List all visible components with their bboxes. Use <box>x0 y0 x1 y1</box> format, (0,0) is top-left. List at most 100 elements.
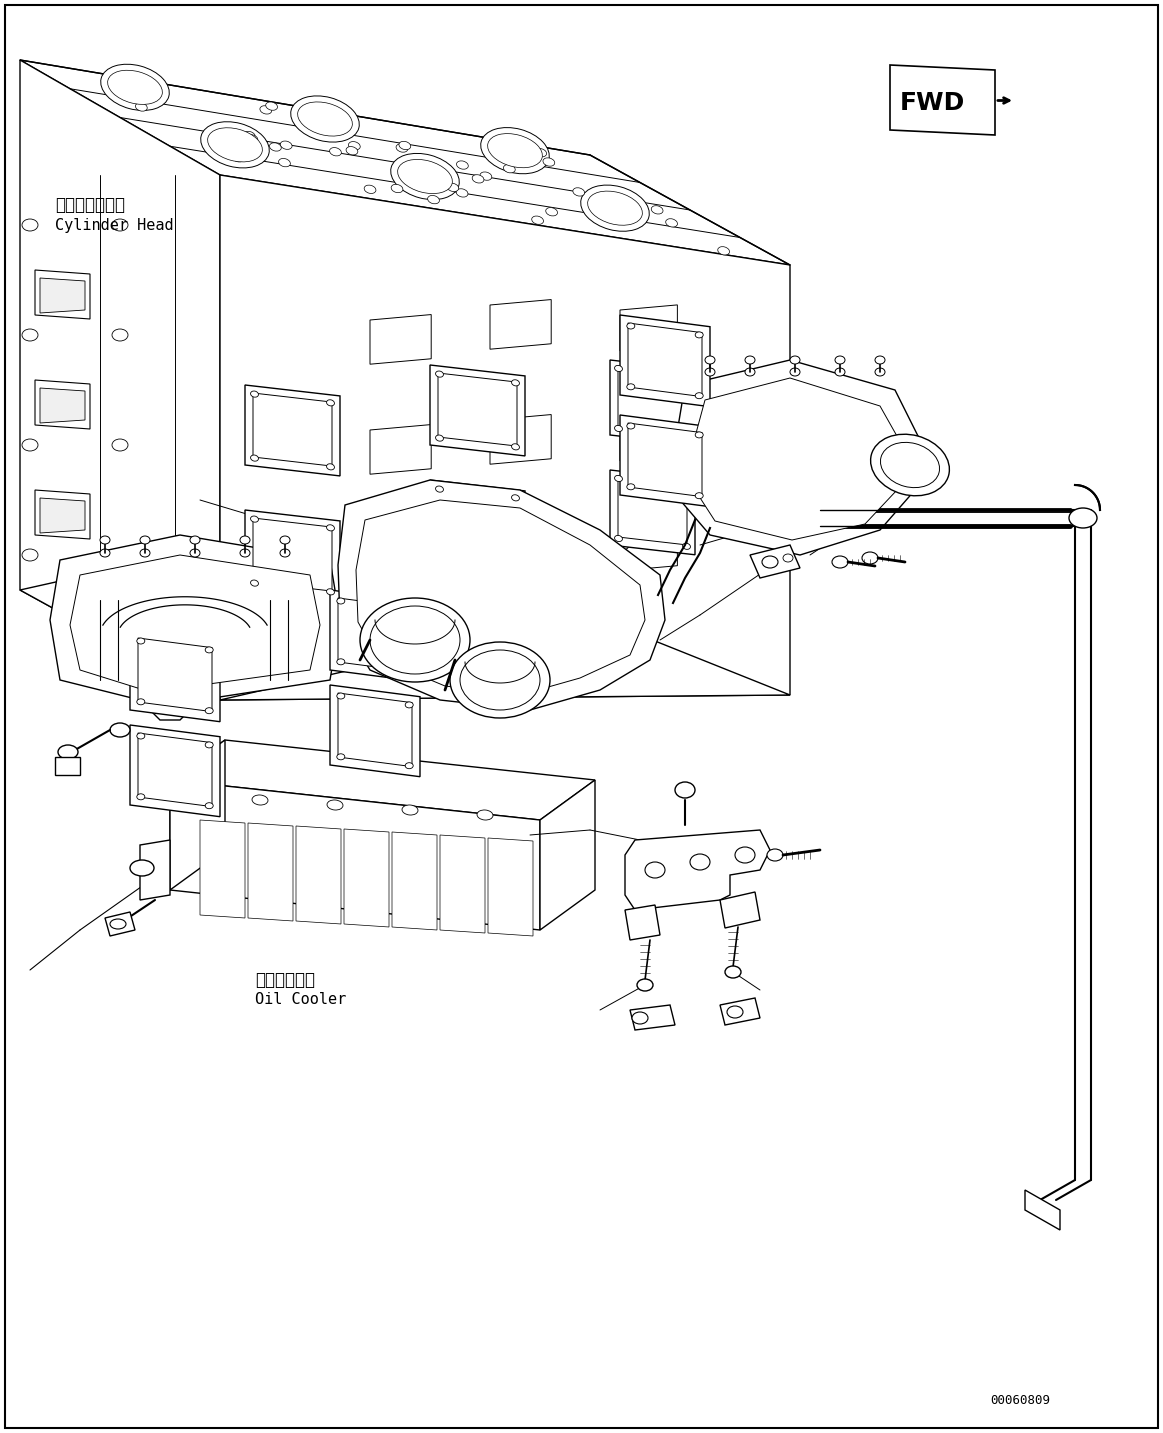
Ellipse shape <box>543 158 555 166</box>
Polygon shape <box>890 64 996 135</box>
Ellipse shape <box>436 371 443 377</box>
Ellipse shape <box>472 175 484 183</box>
Polygon shape <box>438 489 518 562</box>
Ellipse shape <box>832 556 848 567</box>
Ellipse shape <box>137 638 145 643</box>
Ellipse shape <box>361 598 470 682</box>
Ellipse shape <box>270 143 281 150</box>
Ellipse shape <box>436 550 443 556</box>
Polygon shape <box>35 269 90 320</box>
Ellipse shape <box>428 195 440 203</box>
Polygon shape <box>625 830 770 910</box>
Ellipse shape <box>695 431 704 438</box>
Polygon shape <box>20 504 590 699</box>
Ellipse shape <box>205 742 213 748</box>
Polygon shape <box>720 997 759 1025</box>
Ellipse shape <box>835 355 846 364</box>
Ellipse shape <box>405 608 413 613</box>
Polygon shape <box>490 414 551 464</box>
Ellipse shape <box>112 219 128 231</box>
Ellipse shape <box>327 800 343 810</box>
Ellipse shape <box>399 142 411 149</box>
Polygon shape <box>248 823 293 921</box>
Polygon shape <box>245 385 340 476</box>
Ellipse shape <box>280 536 290 545</box>
Ellipse shape <box>436 436 443 441</box>
Ellipse shape <box>327 464 335 470</box>
Ellipse shape <box>637 979 652 992</box>
Polygon shape <box>490 299 551 350</box>
Polygon shape <box>170 739 595 820</box>
Ellipse shape <box>391 185 402 192</box>
Polygon shape <box>628 322 702 397</box>
Polygon shape <box>138 734 212 807</box>
Ellipse shape <box>862 552 878 565</box>
Ellipse shape <box>208 128 263 162</box>
Ellipse shape <box>100 549 110 557</box>
Polygon shape <box>170 739 224 890</box>
Ellipse shape <box>614 365 622 371</box>
Polygon shape <box>625 906 659 940</box>
Ellipse shape <box>512 444 520 450</box>
Ellipse shape <box>22 549 38 560</box>
Polygon shape <box>330 685 420 777</box>
Ellipse shape <box>580 185 649 231</box>
Ellipse shape <box>205 646 213 653</box>
Ellipse shape <box>735 847 755 863</box>
Ellipse shape <box>835 368 846 375</box>
Ellipse shape <box>480 128 549 173</box>
Ellipse shape <box>327 400 335 406</box>
Ellipse shape <box>252 795 267 805</box>
Ellipse shape <box>614 426 622 431</box>
Polygon shape <box>620 315 709 407</box>
Polygon shape <box>438 373 518 446</box>
Ellipse shape <box>135 103 148 112</box>
Ellipse shape <box>243 132 255 139</box>
Polygon shape <box>170 780 540 930</box>
Ellipse shape <box>22 330 38 341</box>
Ellipse shape <box>727 1006 743 1017</box>
Polygon shape <box>630 1005 675 1030</box>
Polygon shape <box>370 424 431 474</box>
Ellipse shape <box>632 1012 648 1025</box>
Ellipse shape <box>347 146 358 155</box>
Polygon shape <box>20 60 220 699</box>
Ellipse shape <box>790 355 800 364</box>
Ellipse shape <box>391 153 459 199</box>
Polygon shape <box>620 416 677 461</box>
Ellipse shape <box>112 549 128 560</box>
Ellipse shape <box>695 493 704 499</box>
Ellipse shape <box>875 355 885 364</box>
Ellipse shape <box>614 476 622 481</box>
Text: Cylinder Head: Cylinder Head <box>55 218 173 232</box>
Ellipse shape <box>240 536 250 545</box>
Ellipse shape <box>627 322 635 330</box>
Ellipse shape <box>329 148 342 156</box>
Ellipse shape <box>477 810 493 820</box>
Ellipse shape <box>140 549 150 557</box>
Ellipse shape <box>337 598 344 603</box>
Polygon shape <box>245 510 340 600</box>
Polygon shape <box>254 517 331 590</box>
Ellipse shape <box>690 854 709 870</box>
Polygon shape <box>490 524 551 575</box>
Polygon shape <box>488 838 533 936</box>
Polygon shape <box>140 840 170 900</box>
Ellipse shape <box>461 651 540 709</box>
Text: 00060809: 00060809 <box>990 1393 1050 1407</box>
Ellipse shape <box>259 106 272 115</box>
Polygon shape <box>138 638 212 712</box>
Polygon shape <box>40 278 85 312</box>
Ellipse shape <box>247 135 258 143</box>
Ellipse shape <box>205 802 213 808</box>
Polygon shape <box>628 423 702 497</box>
Ellipse shape <box>531 216 543 225</box>
Ellipse shape <box>871 434 949 496</box>
Polygon shape <box>540 780 595 930</box>
Ellipse shape <box>695 393 704 398</box>
Ellipse shape <box>512 494 520 502</box>
Ellipse shape <box>790 368 800 375</box>
Ellipse shape <box>447 183 458 192</box>
Polygon shape <box>220 615 790 699</box>
Polygon shape <box>620 524 677 570</box>
